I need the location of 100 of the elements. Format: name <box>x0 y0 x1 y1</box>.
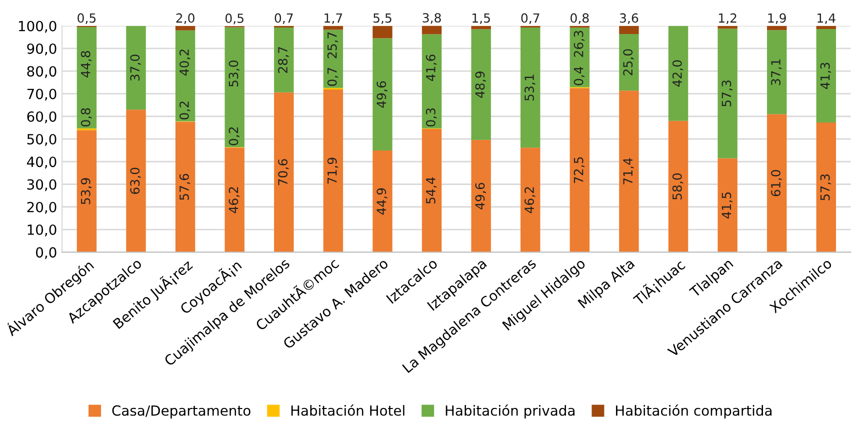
bar <box>175 26 196 30</box>
data-label: 54,4 <box>426 177 437 204</box>
data-label: 1,9 <box>768 13 786 24</box>
bar <box>323 89 344 252</box>
bar <box>323 26 344 30</box>
y-tick-label: 80,0 <box>27 66 56 78</box>
data-label: 48,9 <box>475 72 486 98</box>
bar <box>766 30 787 114</box>
bar <box>619 90 639 252</box>
bar <box>471 26 491 30</box>
data-label: 1,4 <box>818 13 836 24</box>
data-label: 49,6 <box>475 182 486 210</box>
bar <box>372 26 392 38</box>
bar <box>471 29 491 140</box>
data-label: 0,2 <box>179 102 190 120</box>
data-label: 53,0 <box>228 60 240 87</box>
legend-label: Habitación Hotel <box>291 404 404 416</box>
y-tick-label: 70,0 <box>27 88 56 101</box>
bar <box>816 26 836 30</box>
data-label: 44,9 <box>376 188 388 215</box>
data-label: 0,3 <box>426 108 437 126</box>
bar <box>668 26 688 121</box>
data-label: 57,3 <box>722 80 732 106</box>
data-label: 5,5 <box>374 13 392 24</box>
data-label: 58,0 <box>672 173 684 200</box>
bar <box>175 30 196 122</box>
data-label: 2,0 <box>176 13 194 24</box>
data-label: 0,5 <box>225 14 244 24</box>
data-label: 49,6 <box>376 81 388 108</box>
bar <box>274 92 294 252</box>
data-label: 53,9 <box>80 178 92 204</box>
legend-label: Habitación compartida <box>616 404 772 418</box>
bar <box>422 26 442 34</box>
data-label: 41,3 <box>820 62 832 90</box>
data-label: 3,8 <box>422 13 441 24</box>
bar <box>224 27 244 148</box>
data-label: 0,7 <box>274 13 293 24</box>
bar <box>816 29 836 122</box>
data-label: 0,5 <box>78 13 96 24</box>
bar <box>816 122 836 252</box>
bar <box>372 38 392 151</box>
data-label: 63,0 <box>130 168 141 194</box>
data-label: 1,5 <box>472 13 490 24</box>
data-label: 0,7 <box>327 68 338 86</box>
data-label: 46,2 <box>524 187 536 214</box>
data-label: 0,2 <box>228 127 240 146</box>
bar <box>619 34 639 91</box>
data-label: 0,7 <box>521 13 540 24</box>
data-label: 25,7 <box>327 32 338 58</box>
y-tick-label: 50,0 <box>27 134 56 146</box>
y-tick-label: 90,0 <box>27 43 56 56</box>
bar <box>175 122 196 252</box>
data-label: 1,7 <box>324 13 342 24</box>
bar <box>766 26 787 30</box>
bar <box>718 28 738 158</box>
bar <box>126 26 146 110</box>
bar <box>766 114 787 252</box>
bar <box>274 27 294 92</box>
data-label: 53,1 <box>524 74 536 100</box>
bar <box>520 27 540 148</box>
data-label: 71,9 <box>327 158 338 184</box>
y-tick-label: 60,0 <box>27 111 56 124</box>
data-label: 72,5 <box>574 157 585 183</box>
data-label: 37,0 <box>130 54 141 81</box>
bar <box>372 150 392 252</box>
bar <box>422 129 442 252</box>
data-label: 42,0 <box>672 60 684 87</box>
bar <box>718 158 738 252</box>
bar <box>323 30 344 88</box>
legend-label: Casa/Departamento <box>112 405 250 418</box>
data-label: 28,7 <box>278 47 289 73</box>
bar <box>76 130 97 252</box>
bar <box>619 26 639 34</box>
data-label: 40,2 <box>179 50 190 76</box>
data-label: 41,5 <box>722 192 732 218</box>
y-tick-label: 100,0 <box>18 20 56 33</box>
bar <box>76 26 97 128</box>
data-label: 46,2 <box>228 187 240 214</box>
data-label: 70,6 <box>278 159 289 186</box>
bar <box>520 148 540 252</box>
data-label: 26,3 <box>574 30 585 57</box>
y-tick-label: 30,0 <box>27 179 56 192</box>
y-tick-label: 10,0 <box>28 224 56 236</box>
data-label: 61,0 <box>771 170 782 196</box>
data-label: 1,2 <box>718 13 736 24</box>
data-label: 44,8 <box>80 51 92 78</box>
y-tick-label: 40,0 <box>26 156 56 169</box>
bar <box>570 88 590 252</box>
data-label: 71,4 <box>623 158 634 184</box>
y-tick-label: 20,0 <box>27 202 56 214</box>
bar <box>422 34 442 128</box>
data-label: 57,3 <box>820 174 832 200</box>
data-label: 57,6 <box>179 174 190 200</box>
y-tick-label: 0,0 <box>36 247 56 260</box>
data-label: 25,0 <box>623 49 634 76</box>
bar <box>471 140 491 252</box>
data-label: 0,8 <box>80 108 92 126</box>
bar <box>668 120 688 252</box>
bar <box>224 148 244 252</box>
data-label: 3,6 <box>620 13 638 24</box>
